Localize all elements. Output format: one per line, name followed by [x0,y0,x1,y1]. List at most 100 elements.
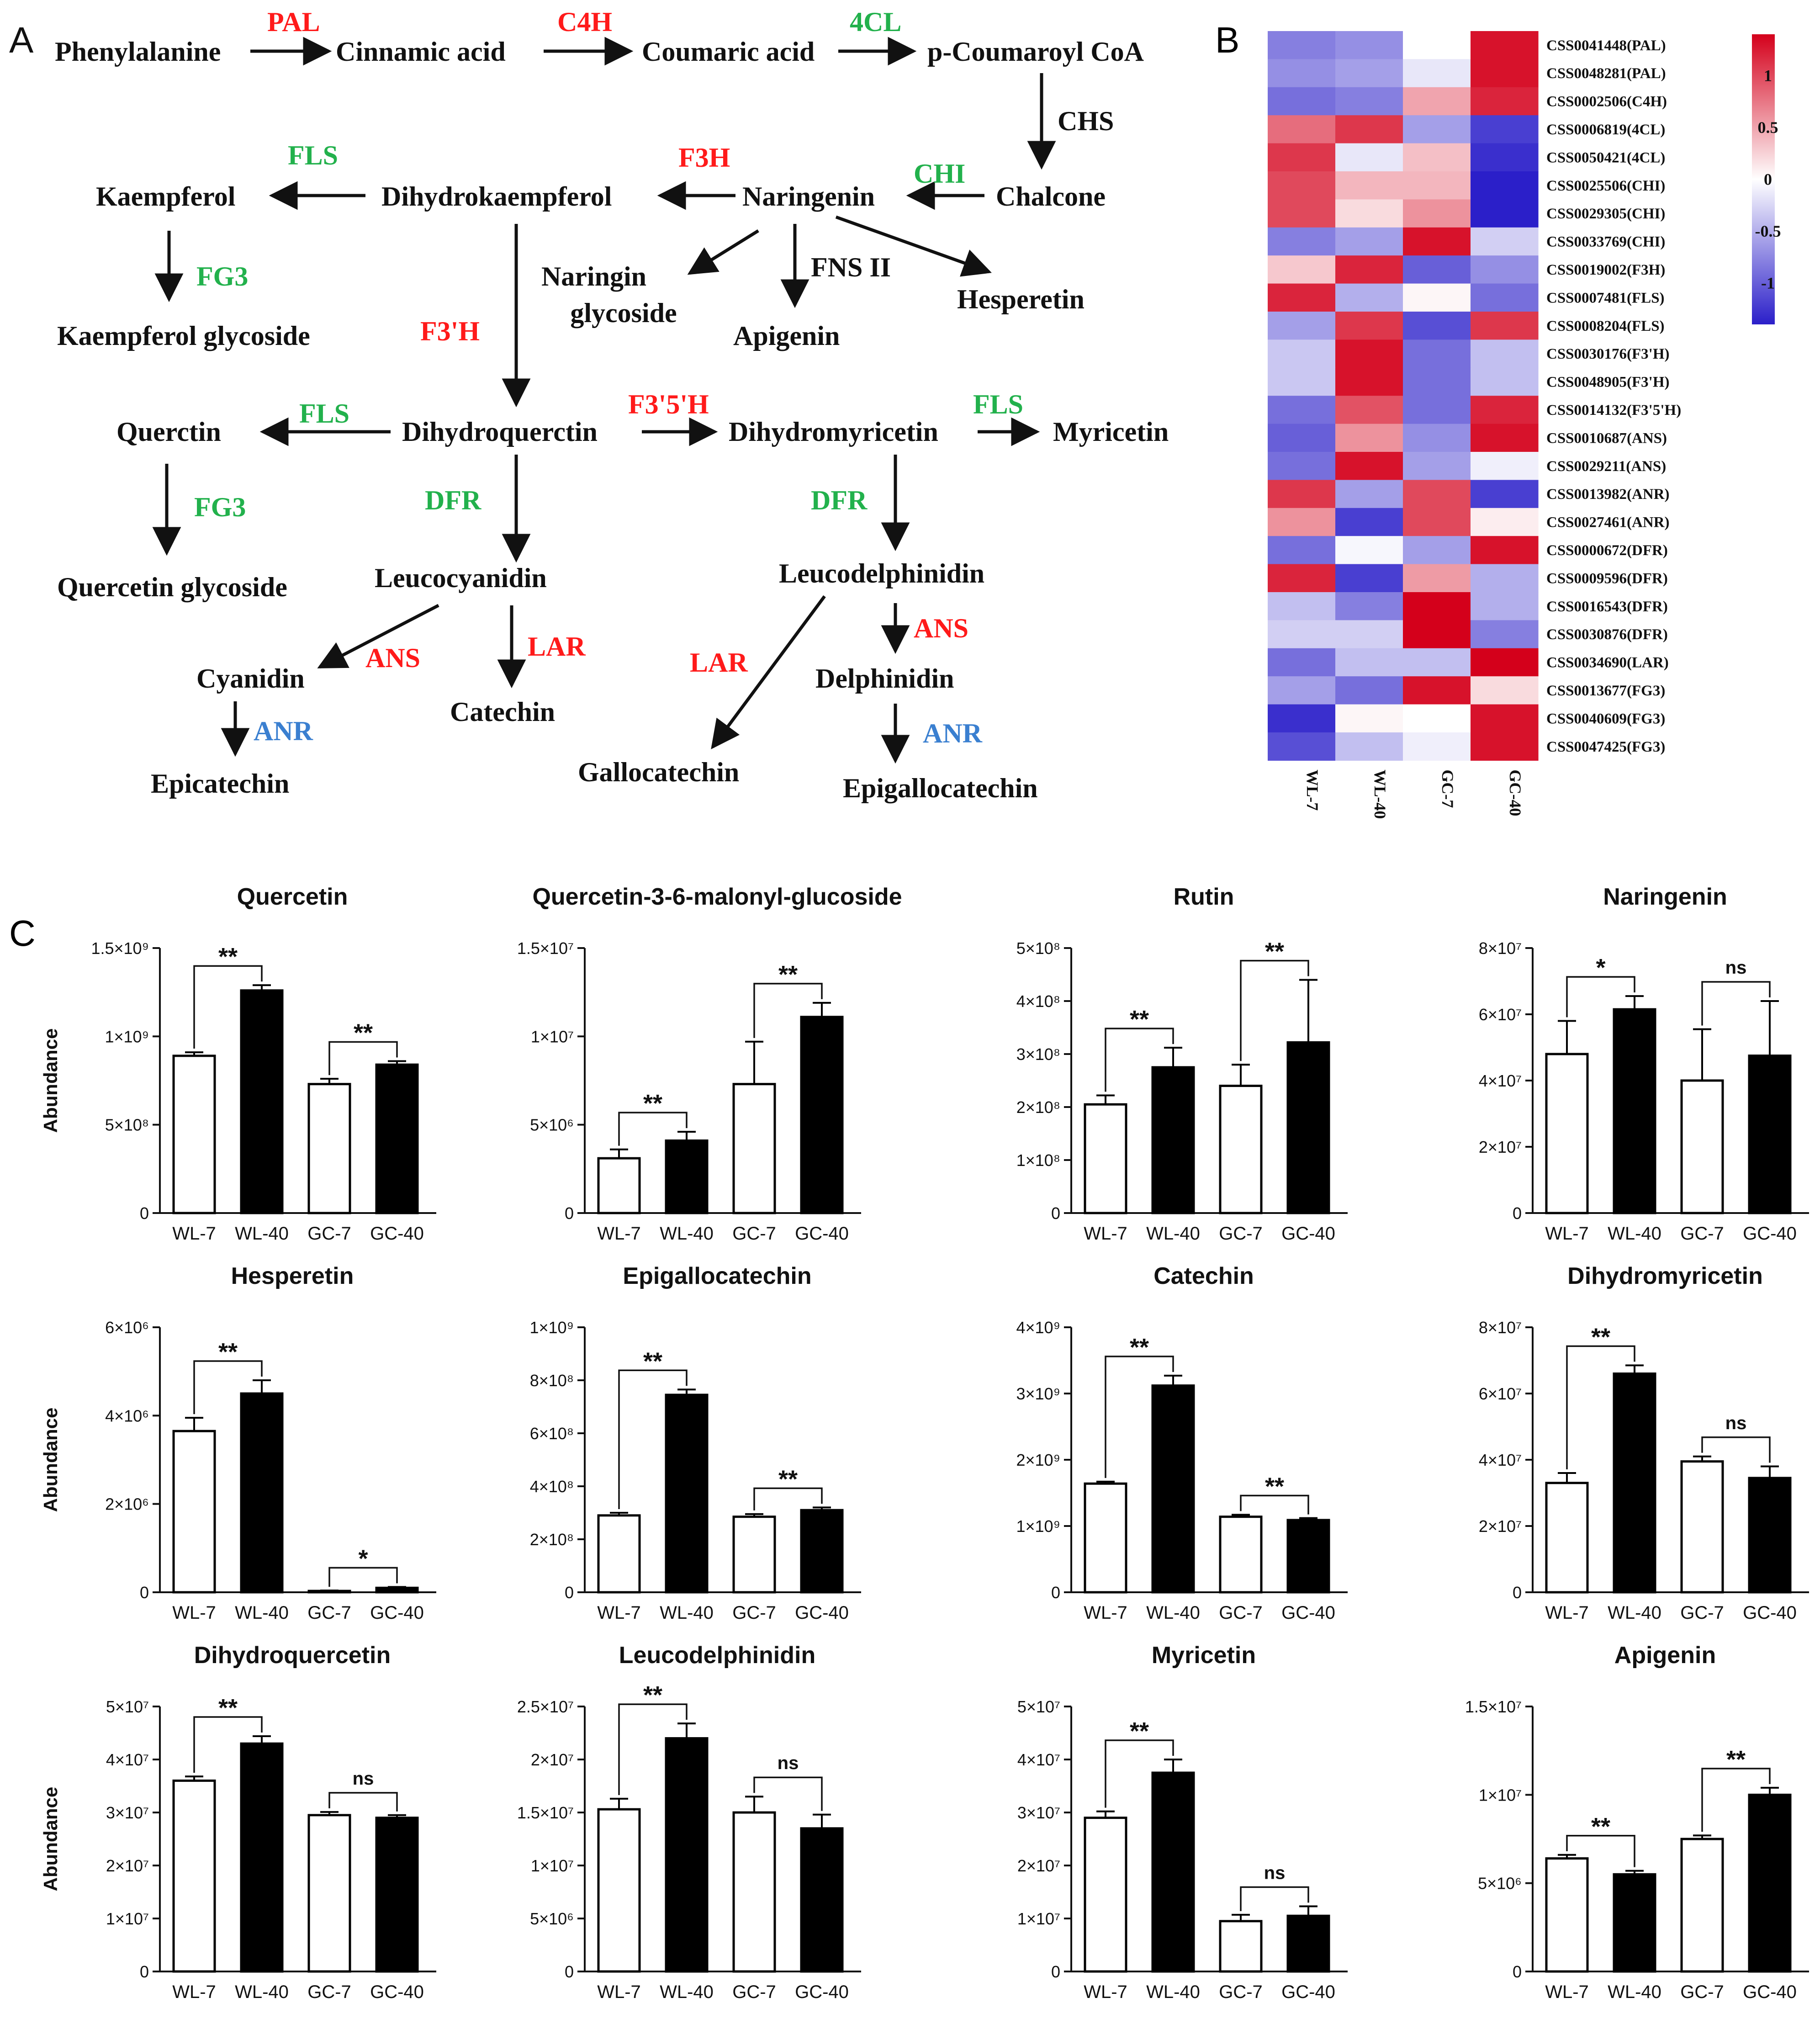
heatmap-gene-label: CSS0027461(ANR) [1546,514,1670,531]
heatmap-cell [1471,648,1539,677]
significance-bracket [328,1567,398,1587]
y-tick-label: 2×10⁷ [1479,1517,1522,1536]
bar [1748,1477,1792,1594]
heatmap-cell [1403,704,1471,733]
enzyme-fls-3: FLS [973,389,1023,419]
heatmap-gene-label: CSS0014132(F3'5'H) [1546,402,1681,419]
x-tick-label: WL-7 [1084,1224,1127,1244]
y-tick-label: 4×10⁷ [106,1750,149,1769]
compound-kaempferol-glycoside: Kaempferol glycoside [57,321,310,351]
x-tick-label: GC-40 [795,1224,849,1244]
heatmap-cell [1471,59,1539,88]
bar [732,1516,776,1594]
heatmap-gene-label: CSS0025506(CHI) [1546,178,1665,194]
color-scale-tick: -1 [1761,274,1775,292]
compound-myricetin: Myricetin [1053,417,1169,447]
heatmap-cell [1335,620,1403,649]
heatmap-sample-labels: WL-7 WL-40 GC-7 GC-40 [1303,769,1524,819]
bar [307,1083,351,1214]
bar [1545,1857,1589,1973]
y-tick-label: 5×10⁸ [105,1116,149,1134]
significance-label: ** [643,1090,662,1117]
heatmap-cell [1268,255,1336,284]
heatmap-gene-labels: CSS0041448(PAL) CSS0048281(PAL) CSS0002506… [1546,37,1681,755]
bar [800,1509,844,1594]
heatmap-cell [1335,648,1403,677]
heatmap-sample-label: GC-40 [1506,769,1524,816]
y-tick-label: 2×10⁶ [105,1495,149,1514]
heatmap-cell [1471,396,1539,424]
y-axis-label: Abundance [40,1028,61,1133]
x-tick-label: WL-7 [1545,1603,1589,1623]
heatmap-sample-label: WL-7 [1303,769,1322,811]
significance-label: ** [1130,1006,1149,1033]
significance-bracket [1240,1886,1309,1911]
heatmap-cell [1471,143,1539,172]
heatmap-cell [1268,648,1336,677]
significance-label: ** [1591,1323,1610,1351]
y-tick-label: 5×10⁸ [1016,939,1060,958]
significance-label: ns [1725,958,1747,978]
heatmap-cell [1403,199,1471,228]
panel-label-c: C [9,913,36,954]
heatmap-cell [1268,171,1336,200]
bar [1613,1873,1656,1973]
heatmap-cell [1335,704,1403,733]
y-tick-label: 4×10⁸ [1016,992,1060,1011]
heatmap-gene-label: CSS0007481(FLS) [1546,290,1665,306]
heatmap-sample-label: GC-7 [1439,769,1457,808]
heatmap-cell [1268,424,1336,452]
x-tick-label: GC-7 [1219,1603,1263,1623]
x-tick-label: GC-40 [1281,1982,1335,2002]
bar-chart: Dihydroquercetin 0 1×10⁷ 2×10⁷ 3×10⁷ 4×10⁷ 5×1… [40,1642,436,2002]
heatmap-gene-label: CSS0013982(ANR) [1546,486,1670,503]
y-tick-label: 0 [565,1204,574,1223]
significance-bracket [328,1792,398,1812]
significance-bracket [753,1776,823,1811]
color-scale-tick: 0.5 [1758,118,1778,137]
y-tick-label: 2.5×10⁷ [517,1697,574,1716]
heatmap-cell [1471,367,1539,396]
y-axis-label: Abundance [40,1787,61,1892]
x-tick-label: WL-40 [1608,1224,1661,1244]
x-tick-label: GC-7 [1219,1224,1263,1244]
heatmap-cell [1403,87,1471,116]
compound-quercetin: Querctin [116,417,221,447]
heatmap-gene-label: CSS0030176(F3'H) [1546,346,1670,362]
significance-label: ** [218,1694,238,1722]
bar [1286,1041,1330,1214]
x-tick-label: WL-40 [235,1982,289,2002]
heatmap-cell [1268,620,1336,649]
bar [1286,1914,1330,1973]
significance-bracket [328,1041,398,1076]
heatmap-sample-label: WL-40 [1371,769,1389,819]
compound-leucodelphinidin: Leucodelphinidin [779,558,984,588]
heatmap-cell [1403,367,1471,396]
significance-bracket [193,1716,263,1773]
y-tick-label: 2×10⁷ [531,1750,574,1769]
significance-label: ** [1591,1813,1610,1840]
heatmap-cell [1268,115,1336,144]
x-tick-label: GC-40 [1743,1603,1797,1623]
heatmap-gene-label: CSS0029305(CHI) [1546,206,1665,222]
compound-catechin: Catechin [450,697,555,727]
compound-p-coumaroyl-coa: p-Coumaroyl CoA [927,37,1144,67]
heatmap-cell [1335,536,1403,565]
x-tick-label: WL-7 [172,1603,216,1623]
bar-chart: Naringenin 0 2×10⁷ 4×10⁷ 6×10⁷ 8×10⁷ WL-7 WL-40… [1479,884,1809,1244]
y-tick-label: 4×10⁹ [1016,1318,1060,1337]
heatmap-gene-label: CSS0030876(DFR) [1546,626,1668,643]
significance-bracket [1240,959,1309,1061]
enzyme-ans-1: ANS [365,643,420,673]
bar [1680,1079,1724,1214]
bar [665,1394,709,1594]
heatmap-cell [1268,199,1336,228]
chart-title: Quercetin [237,884,348,910]
y-tick-label: 0 [565,1583,574,1602]
significance-label: ** [354,1019,373,1046]
heatmap-cell [1403,227,1471,256]
bar [1219,1920,1263,1973]
x-tick-label: WL-40 [660,1603,714,1623]
chart-title: Dihydromyricetin [1567,1263,1763,1289]
y-tick-label: 1×10⁷ [531,1856,574,1875]
